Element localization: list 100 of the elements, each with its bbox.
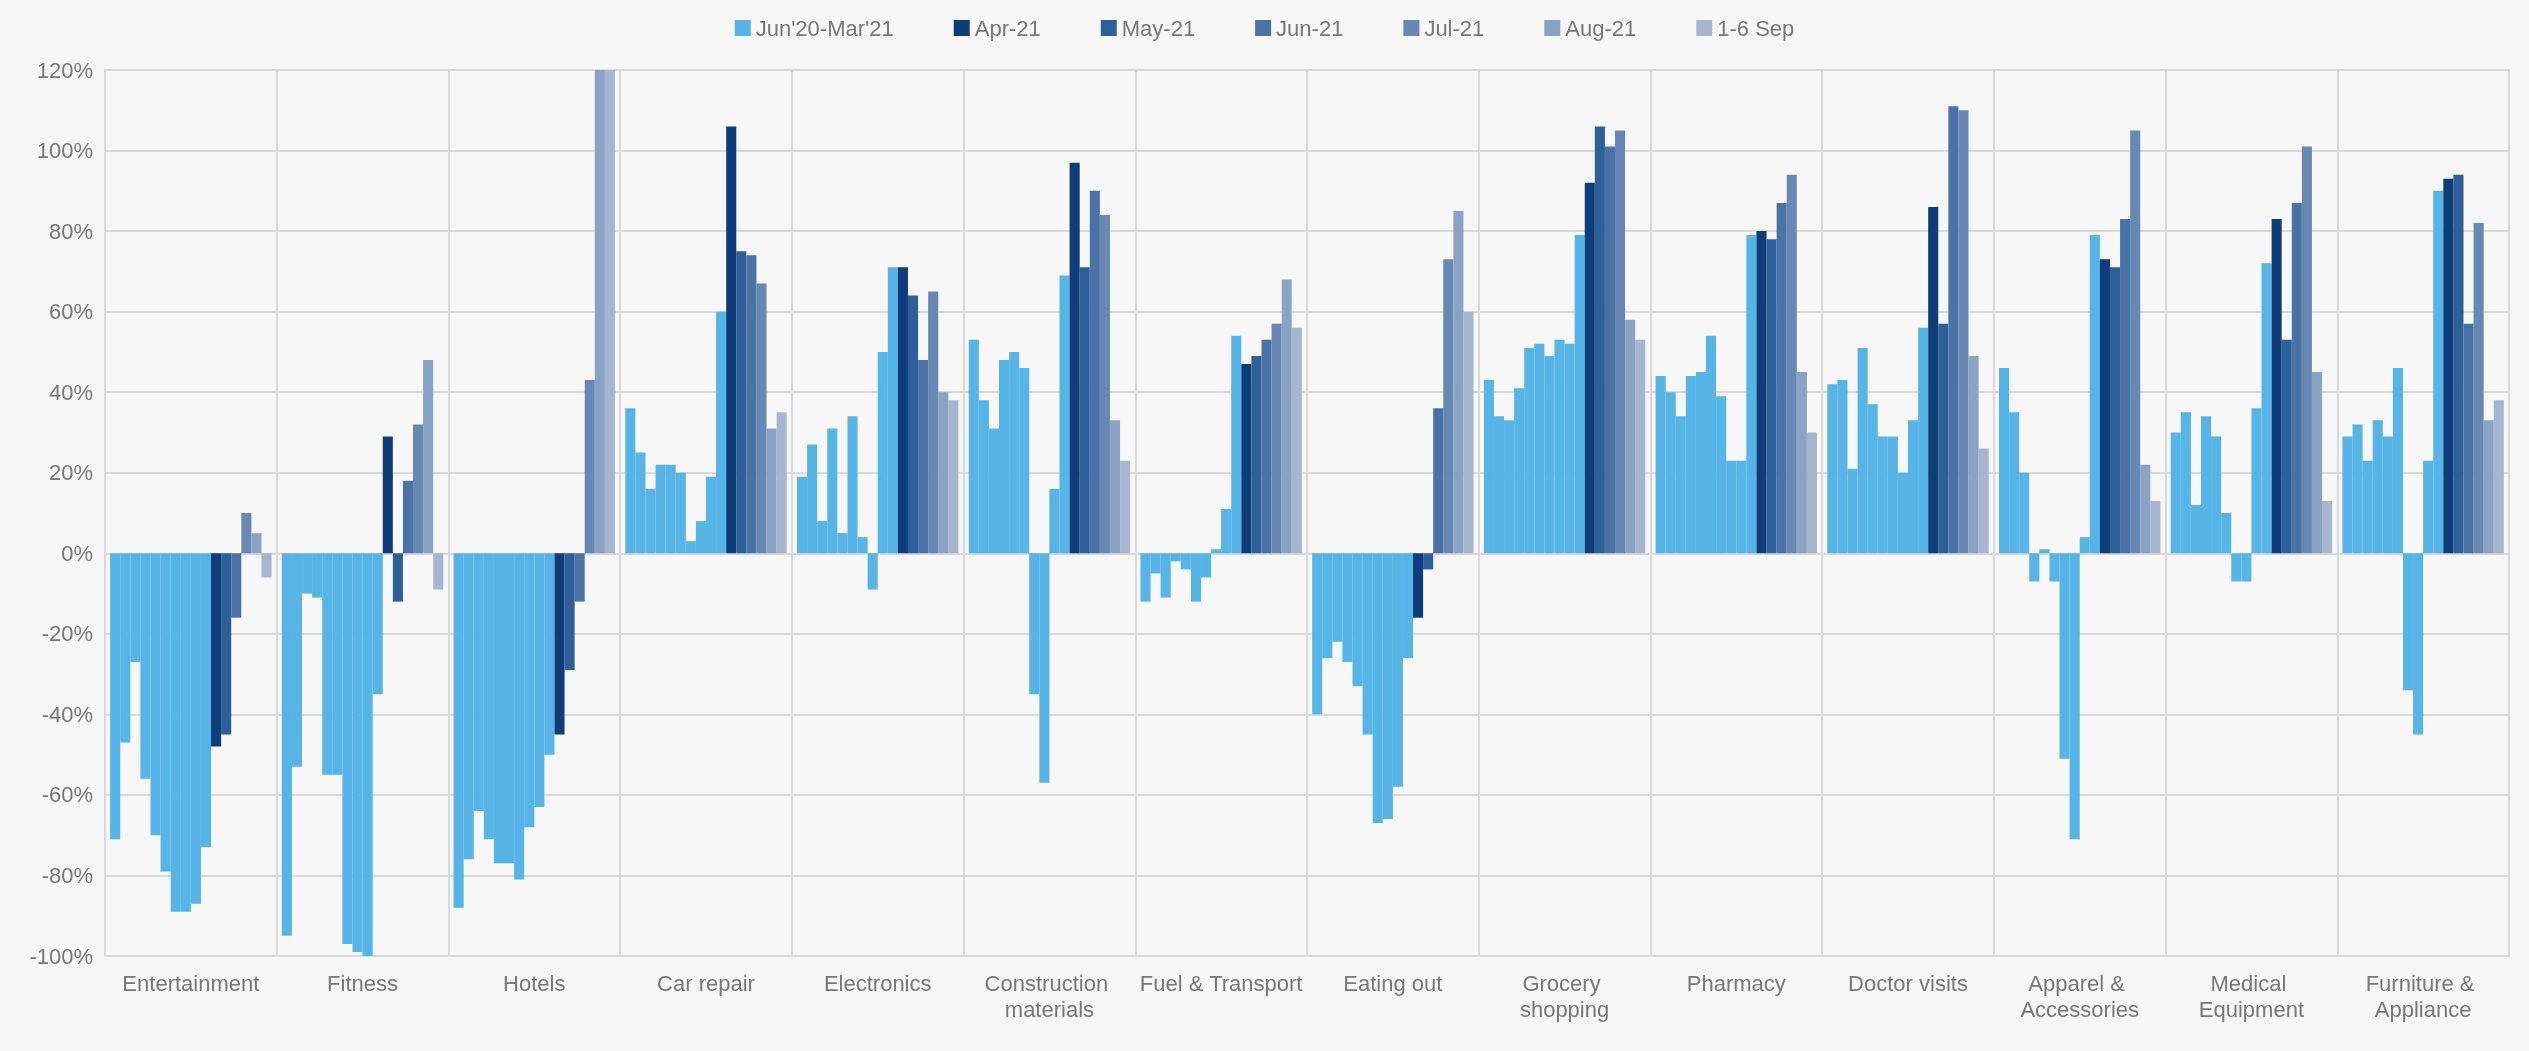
x-tick-label: Apparel & Accessories: [2020, 970, 2140, 1022]
legend-label: Jul-21: [1424, 15, 1485, 41]
bar: [1786, 174, 1797, 554]
bar: [1806, 432, 1817, 554]
bar: [423, 359, 434, 554]
x-tick-label: Eating out: [1343, 970, 1443, 996]
bar: [2120, 219, 2131, 554]
bar: [1423, 553, 1434, 570]
bar: [1584, 182, 1595, 554]
bar: [211, 553, 222, 747]
bar: [1635, 339, 1646, 554]
x-tick-label: Fitness: [327, 970, 399, 996]
bar: [1625, 319, 1636, 554]
bar: [918, 359, 929, 554]
x-tick-label: Grocery shopping: [1519, 970, 1610, 1022]
bar: [1615, 130, 1626, 554]
bar: [1463, 311, 1474, 554]
bar: [1958, 110, 1969, 554]
legend-label: May-21: [1121, 15, 1196, 41]
y-tick-label: -60%: [41, 782, 93, 808]
bar: [564, 553, 575, 671]
y-tick-label: 100%: [36, 138, 93, 164]
legend-label: Jun-21: [1276, 15, 1344, 41]
bar: [928, 291, 939, 554]
bar: [2463, 323, 2474, 554]
bar: [402, 480, 414, 554]
bar: [2281, 339, 2292, 554]
bar: [2311, 372, 2323, 554]
bar: [1948, 106, 1959, 554]
bar: [2443, 178, 2454, 554]
y-tick-label: 80%: [48, 218, 93, 244]
y-tick-label: 20%: [48, 460, 93, 486]
x-tick-label: Doctor visits: [1848, 970, 1968, 996]
bar: [604, 70, 615, 554]
y-tick-label: 40%: [48, 379, 93, 405]
bar: [948, 400, 959, 554]
bar: [584, 380, 595, 554]
bar: [2130, 130, 2141, 554]
bar: [1453, 210, 1464, 554]
x-tick-label: Entertainment: [122, 970, 260, 996]
bar: [2483, 420, 2494, 554]
legend-label: 1-6 Sep: [1717, 15, 1795, 41]
x-tick-label: Pharmacy: [1686, 970, 1786, 996]
bar: [1251, 355, 1262, 554]
x-tick-label: Hotels: [503, 970, 566, 996]
y-tick-label: -80%: [41, 862, 93, 888]
bar: [554, 553, 565, 735]
bar: [251, 533, 262, 554]
bar: [907, 295, 919, 554]
bar: [736, 251, 747, 554]
bar: [2109, 267, 2121, 554]
y-tick-label: 60%: [48, 299, 93, 325]
bar: [1291, 327, 1302, 554]
bar: [776, 412, 787, 554]
y-tick-label: -100%: [29, 943, 93, 969]
bar: [2291, 202, 2302, 554]
bar: [1594, 126, 1605, 554]
bar: [221, 553, 232, 735]
y-tick-label: -20%: [41, 621, 93, 647]
bar: [1281, 279, 1292, 554]
bar: [756, 283, 767, 554]
bar: [2493, 400, 2504, 554]
bar: [1079, 267, 1090, 554]
bar: [1089, 190, 1100, 554]
bar: [2099, 259, 2110, 554]
bar: [2301, 146, 2312, 554]
x-tick-label: Fuel & Transport: [1139, 970, 1303, 996]
x-tick-label: Car repair: [657, 970, 755, 996]
bar: [413, 424, 424, 554]
x-tick-label: Construction materials: [984, 970, 1115, 1022]
bar: [2473, 223, 2484, 554]
bar: [1241, 363, 1252, 554]
bar: [1978, 448, 1989, 554]
bar: [1433, 408, 1444, 554]
bar: [1413, 553, 1424, 618]
legend-label: Jun'20-Mar'21: [755, 15, 894, 41]
bar: [1796, 372, 1807, 554]
bar: [1604, 146, 1616, 554]
bar: [2453, 174, 2464, 554]
legend-label: Apr-21: [974, 15, 1041, 41]
bar: [231, 553, 242, 618]
bar: [2029, 553, 2040, 582]
bar: [1261, 339, 1272, 554]
x-tick-label: Electronics: [823, 970, 932, 996]
bar: [1766, 239, 1777, 554]
y-tick-label: 120%: [36, 57, 93, 83]
bar: [897, 267, 908, 554]
x-tick-label: Medical Equipment: [2198, 970, 2305, 1022]
bar: [261, 553, 272, 578]
bar: [1443, 259, 1454, 554]
y-tick-label: -40%: [41, 701, 93, 727]
bar: [1776, 202, 1787, 554]
bar: [241, 513, 252, 554]
bar: [1756, 231, 1767, 554]
y-tick-label: 0%: [61, 540, 93, 566]
bar: [1928, 206, 1939, 554]
bar: [2150, 500, 2161, 554]
bar: [726, 126, 737, 554]
bar: [1099, 214, 1110, 554]
bar: [867, 553, 878, 590]
